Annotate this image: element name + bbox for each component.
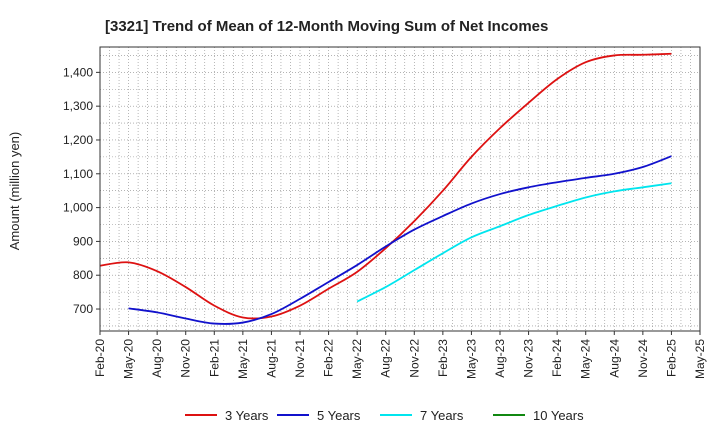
y-tick-label: 700	[73, 302, 93, 316]
y-tick-label: 800	[73, 268, 93, 282]
x-tick-label: Aug-23	[493, 339, 507, 378]
series-line-5-years	[128, 155, 672, 325]
x-tick-label: Feb-22	[322, 339, 336, 377]
x-tick-label: Nov-24	[636, 339, 650, 378]
x-tick-label: Nov-20	[179, 339, 193, 378]
y-tick-label: 900	[73, 234, 93, 248]
x-tick-label: Feb-25	[664, 339, 678, 377]
x-tick-label: Feb-23	[436, 339, 450, 377]
x-tick-label: Aug-21	[264, 339, 278, 378]
x-tick-label: May-25	[693, 339, 707, 379]
x-tick-label: Feb-21	[207, 339, 221, 377]
legend: 3 Years 5 Years 7 Years 10 Years	[185, 408, 584, 423]
legend-label: 3 Years	[225, 408, 269, 423]
x-tick-label: Aug-24	[607, 339, 621, 378]
x-tick-label: May-24	[579, 339, 593, 379]
y-tick-label: 1,200	[63, 133, 93, 147]
x-tick-label: Feb-20	[93, 339, 107, 377]
y-tick-label: 1,000	[63, 201, 93, 215]
y-tick-label: 1,100	[63, 167, 93, 181]
legend-label: 5 Years	[317, 408, 361, 423]
chart-title: [3321] Trend of Mean of 12-Month Moving …	[105, 18, 548, 35]
x-tick-label: May-20	[122, 339, 136, 379]
x-tick-label: Nov-23	[522, 339, 536, 378]
x-tick-label: Aug-22	[379, 339, 393, 378]
x-tick-label: Nov-22	[407, 339, 421, 378]
x-tick-label: May-22	[350, 339, 364, 379]
x-tick-label: Aug-20	[150, 339, 164, 378]
legend-label: 7 Years	[420, 408, 464, 423]
series-line-7-years	[356, 182, 672, 303]
legend-label: 10 Years	[533, 408, 584, 423]
x-tick-label: Nov-21	[293, 339, 307, 378]
y-tick-label: 1,400	[63, 65, 93, 79]
y-tick-label: 1,300	[63, 99, 93, 113]
plot-frame	[99, 46, 701, 332]
x-tick-label: May-23	[464, 339, 478, 379]
x-tick-label: May-21	[236, 339, 250, 379]
series-line-3-years	[99, 52, 672, 320]
x-axis: Feb-20 May-20 Aug-20 Nov-20 Feb-21 May-21 Aug-…	[93, 331, 707, 379]
gridlines	[100, 47, 700, 331]
x-tick-label: Feb-24	[550, 339, 564, 377]
y-axis-label: Amount (million yen)	[7, 132, 22, 251]
y-axis: 700 800 900 1,000 1,100 1,200 1,300 1,400	[63, 65, 100, 316]
series-layer	[99, 52, 672, 325]
